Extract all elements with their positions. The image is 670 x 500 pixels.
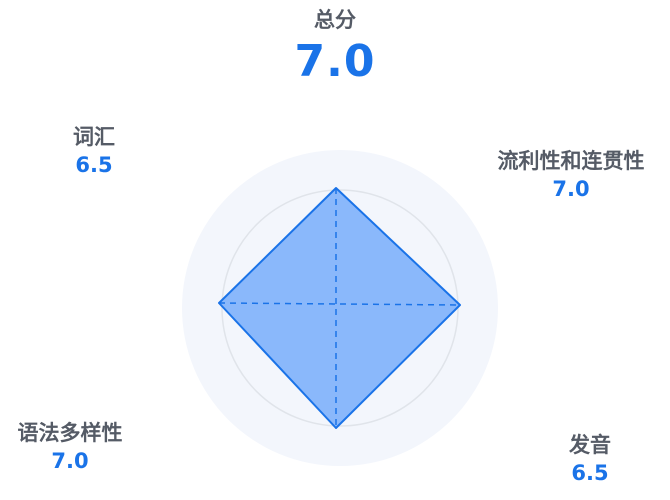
dimension-score: 7.0 <box>552 177 590 201</box>
dimension-label: 词汇 <box>73 125 115 149</box>
dimension-label: 流利性和连贯性 <box>497 149 645 173</box>
dimension-vocabulary: 词汇 6.5 <box>44 124 144 180</box>
dimension-pronunciation: 发音 6.5 <box>535 432 645 488</box>
total-score-value: 7.0 <box>294 36 376 87</box>
dimension-score: 6.5 <box>571 461 609 485</box>
radar-axis-horizontal <box>218 302 461 306</box>
dimension-fluency: 流利性和连贯性 7.0 <box>466 148 670 204</box>
dimension-label: 发音 <box>569 433 611 457</box>
dimension-score: 6.5 <box>75 153 113 177</box>
radar-score-area <box>218 187 461 429</box>
dimension-grammar: 语法多样性 7.0 <box>0 420 140 476</box>
dimension-score: 7.0 <box>51 449 89 473</box>
dimension-label: 语法多样性 <box>17 421 123 445</box>
total-score-label: 总分 <box>314 8 356 32</box>
